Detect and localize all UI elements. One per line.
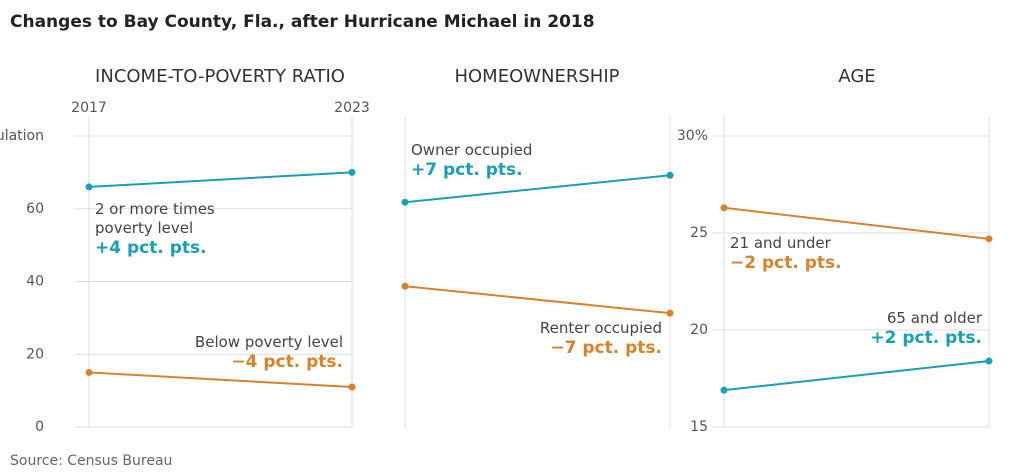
point: [85, 183, 93, 191]
y-tick-label: 20: [690, 322, 708, 338]
point: [985, 235, 993, 243]
series-line: [723, 360, 990, 392]
annotation: Below poverty level −4 pct. pts.: [143, 333, 343, 373]
y-tick-label: 80% of the population: [0, 128, 44, 144]
y-tick-label: 15: [690, 419, 708, 435]
panel-title: INCOME-TO-POVERTY RATIO: [95, 66, 345, 87]
series-line: [404, 174, 671, 204]
y-tick-label: 20: [26, 346, 44, 362]
point: [720, 386, 728, 394]
point: [401, 198, 409, 206]
series-name: Owner occupied: [411, 141, 533, 159]
point: [348, 383, 356, 391]
panel-title: HOMEOWNERSHIP: [454, 66, 619, 87]
annotation: Owner occupied +7 pct. pts.: [411, 141, 541, 181]
point: [720, 204, 728, 212]
annotation: 2 or more times poverty level +4 pct. pts…: [95, 200, 225, 259]
page-title: Changes to Bay County, Fla., after Hurri…: [10, 12, 595, 32]
x-tick-label: 2023: [334, 100, 370, 116]
series-line: [88, 171, 353, 188]
point: [985, 357, 993, 365]
y-tick-label: 30%: [677, 128, 708, 144]
series-line: [404, 285, 671, 315]
change-label: +2 pct. pts.: [870, 327, 982, 348]
change-label: −2 pct. pts.: [730, 252, 842, 273]
point: [666, 171, 674, 179]
series-name: Below poverty level: [194, 333, 343, 351]
y-tick-label: 40: [26, 274, 44, 290]
change-label: −7 pct. pts.: [550, 337, 662, 358]
panel-title: AGE: [838, 66, 875, 87]
change-label: −4 pct. pts.: [231, 351, 343, 372]
change-label: +4 pct. pts.: [95, 237, 207, 258]
series-line: [88, 371, 353, 388]
series-name: 65 and older: [886, 309, 982, 327]
point: [401, 282, 409, 290]
annotation: 65 and older +2 pct. pts.: [782, 309, 982, 349]
series-name: 2 or more times poverty level: [95, 200, 215, 237]
series-name: Renter occupied: [539, 319, 662, 337]
change-label: +7 pct. pts.: [411, 159, 523, 180]
y-tick-label: 25: [690, 225, 708, 241]
series-line: [723, 206, 990, 240]
source: Source: Census Bureau: [10, 453, 172, 469]
series-name: 21 and under: [730, 234, 831, 252]
annotation: Renter occupied −7 pct. pts.: [462, 319, 662, 359]
y-tick-label: 0: [35, 419, 44, 435]
annotation: 21 and under −2 pct. pts.: [730, 234, 860, 274]
x-tick-label: 2017: [71, 100, 107, 116]
point: [85, 368, 93, 376]
point: [348, 168, 356, 176]
y-tick-label: 60: [26, 201, 44, 217]
point: [666, 309, 674, 317]
